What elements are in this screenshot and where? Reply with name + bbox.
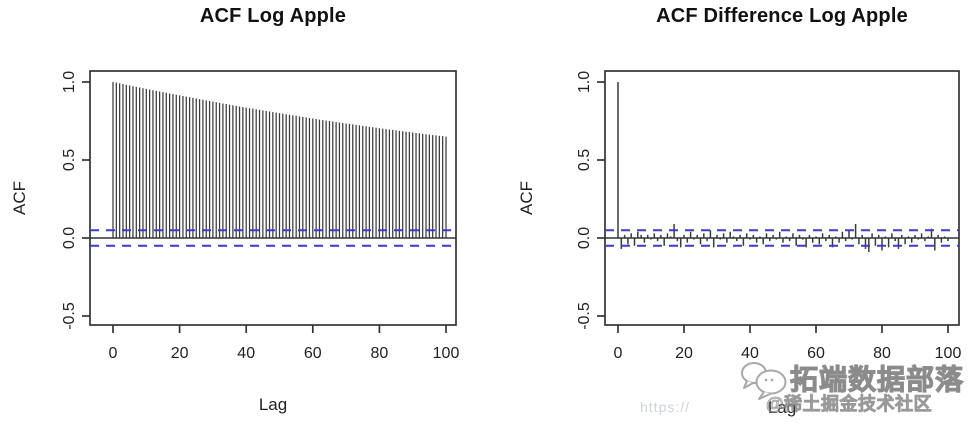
svg-text:40: 40 (741, 345, 759, 362)
svg-text:1.0: 1.0 (576, 71, 593, 93)
svg-text:0: 0 (614, 345, 623, 362)
svg-text:0: 0 (109, 345, 118, 362)
acf-plot-left: 1.0 0.5 0.0 -0.5 0 20 40 60 80 100 (61, 70, 460, 362)
svg-text:0.5: 0.5 (576, 149, 593, 171)
confidence-bands (605, 229, 959, 247)
svg-text:60: 60 (304, 345, 322, 362)
svg-text:40: 40 (237, 345, 255, 362)
svg-text:100: 100 (935, 345, 962, 362)
acf-bars (112, 82, 447, 238)
acf-plot-right: 1.0 0.5 0.0 -0.5 0 20 40 60 80 100 (576, 70, 962, 362)
svg-text:20: 20 (675, 345, 693, 362)
acf-bars (617, 82, 949, 253)
svg-text:-0.5: -0.5 (576, 302, 593, 330)
svg-text:0.5: 0.5 (61, 149, 78, 171)
right-chart-x-axis-label: Lag (767, 398, 797, 417)
axis-box (89, 70, 457, 326)
svg-text:0.0: 0.0 (576, 227, 593, 249)
x-axis-ticks: 0 20 40 60 80 100 (109, 325, 460, 362)
svg-text:80: 80 (873, 345, 891, 362)
left-chart-x-axis-label: Lag (258, 395, 288, 414)
right-chart-title: ACF Difference Log Apple (656, 5, 908, 27)
y-axis-ticks: 1.0 0.5 0.0 -0.5 (576, 71, 605, 330)
svg-text:1.0: 1.0 (61, 71, 78, 93)
confidence-bands (90, 229, 456, 247)
watermark-text-primary: 拓端数据部落 (789, 363, 965, 395)
svg-text:100: 100 (433, 345, 460, 362)
svg-text:0.0: 0.0 (61, 227, 78, 249)
svg-text:-0.5: -0.5 (61, 302, 78, 330)
chat-bubbles-icon (741, 362, 787, 400)
watermark-text-secondary: @稀土掘金技术社区 (766, 394, 933, 415)
watermark-url-fragment: https:// (640, 399, 691, 415)
svg-text:60: 60 (807, 345, 825, 362)
left-chart-title: ACF Log Apple (199, 5, 347, 27)
svg-text:20: 20 (171, 345, 189, 362)
axis-box (604, 70, 960, 326)
x-axis-ticks: 0 20 40 60 80 100 (614, 325, 962, 362)
svg-text:80: 80 (371, 345, 389, 362)
y-axis-ticks: 1.0 0.5 0.0 -0.5 (61, 71, 90, 330)
